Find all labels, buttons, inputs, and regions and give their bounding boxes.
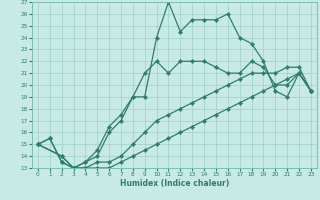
X-axis label: Humidex (Indice chaleur): Humidex (Indice chaleur)	[120, 179, 229, 188]
